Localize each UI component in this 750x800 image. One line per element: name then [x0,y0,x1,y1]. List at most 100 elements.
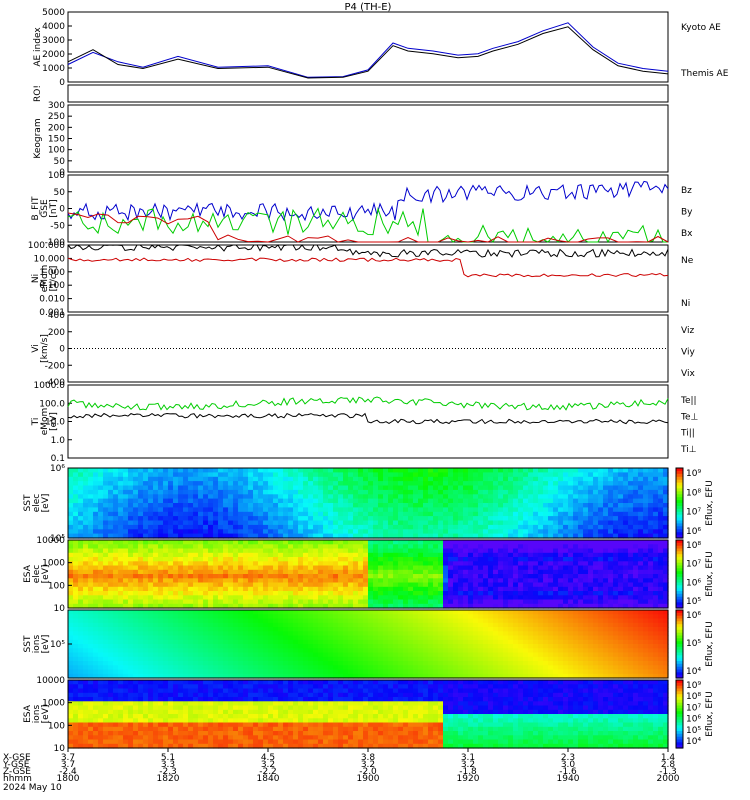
spectrogram-cell [193,610,199,615]
spectrogram-cell [348,661,354,666]
spectrogram-cell [663,485,669,491]
spectrogram-cell [398,595,404,601]
spectrogram-cell [378,610,384,615]
spectrogram-cell [543,548,549,554]
spectrogram-cell [293,507,299,513]
spectrogram-cell [338,498,344,504]
spectrogram-cell [663,548,669,554]
spectrogram-cell [583,503,589,508]
spectrogram-cell [103,622,109,628]
y-axis-label: B_FIT [31,196,41,221]
spectrogram-cell [113,582,119,588]
spectrogram-cell [338,595,344,601]
spectrogram-cell [138,489,144,495]
spectrogram-cell [68,665,74,671]
spectrogram-cell [553,503,559,508]
spectrogram-cell [138,610,144,615]
spectrogram-cell [148,652,154,658]
spectrogram-cell [498,498,504,504]
spectrogram-cell [278,561,284,567]
spectrogram-cell [288,565,294,571]
spectrogram-cell [333,511,339,517]
spectrogram-cell [548,591,554,596]
spectrogram-cell [263,586,269,592]
spectrogram-cell [208,574,214,579]
spectrogram-cell [158,673,164,679]
spectrogram-cell [273,533,279,539]
spectrogram-cell [133,524,139,530]
spectrogram-cell [543,481,549,487]
spectrogram-cell [168,665,174,671]
spectrogram-cell [363,661,369,666]
spectrogram-cell [238,595,244,601]
spectrogram-cell [193,627,199,632]
spectrogram-cell [278,622,284,628]
spectrogram-cell [278,644,284,649]
spectrogram-cell [303,489,309,495]
spectrogram-cell [193,648,199,654]
spectrogram-cell [143,582,149,588]
spectrogram-cell [248,472,254,478]
spectrogram-cell [433,540,439,545]
spectrogram-cell [328,503,334,508]
spectrogram-cell [378,591,384,596]
spectrogram-cell [318,561,324,567]
spectrogram-cell [68,644,74,649]
spectrogram-cell [133,476,139,482]
spectrogram-cell [273,569,279,575]
spectrogram-cell [108,533,114,539]
spectrogram-cell [313,516,319,522]
spectrogram-cell [578,524,584,530]
spectrogram-cell [318,565,324,571]
spectrogram-cell [373,529,379,535]
spectrogram-cell [88,481,94,487]
spectrogram-cell [313,610,319,615]
spectrogram-cell [493,540,499,545]
spectrogram-cell [623,595,629,601]
spectrogram-cell [318,524,324,530]
spectrogram-cell [618,599,624,605]
spectrogram-cell [158,644,164,649]
spectrogram-cell [118,586,124,592]
spectrogram-cell [263,644,269,649]
spectrogram-cell [108,472,114,478]
spectrogram-cell [88,618,94,624]
spectrogram-cell [448,503,454,508]
spectrogram-cell [163,631,169,637]
spectrogram-cell [198,599,204,605]
spectrogram-cell [593,561,599,567]
spectrogram-cell [373,481,379,487]
spectrogram-cell [653,498,659,504]
spectrogram-cell [538,503,544,508]
spectrogram-cell [348,582,354,588]
spectrogram-cell [643,599,649,605]
spectrogram-cell [618,507,624,513]
spectrogram-cell [73,656,79,662]
spectrogram-cell [548,565,554,571]
spectrogram-cell [298,498,304,504]
spectrogram-cell [638,489,644,495]
spectrogram-cell [653,540,659,545]
spectrogram-cell [288,468,294,473]
spectrogram-cell [173,489,179,495]
spectrogram-cell [68,656,74,662]
spectrogram-cell [568,586,574,592]
spectrogram-cell [78,586,84,592]
spectrogram-cell [208,520,214,526]
spectrogram-cell [323,582,329,588]
spectrogram-cell [178,627,184,632]
spectrogram-cell [148,494,154,500]
spectrogram-cell [603,582,609,588]
spectrogram-cell [148,582,154,588]
spectrogram-cell [513,533,519,539]
spectrogram-cell [633,529,639,535]
spectrogram-cell [663,599,669,605]
spectrogram-cell [468,529,474,535]
spectrogram-cell [483,599,489,605]
spectrogram-cell [453,548,459,554]
spectrogram-cell [153,661,159,666]
spectrogram-cell [348,507,354,513]
spectrogram-cell [488,561,494,567]
spectrogram-cell [308,552,314,558]
spectrogram-cell [113,656,119,662]
